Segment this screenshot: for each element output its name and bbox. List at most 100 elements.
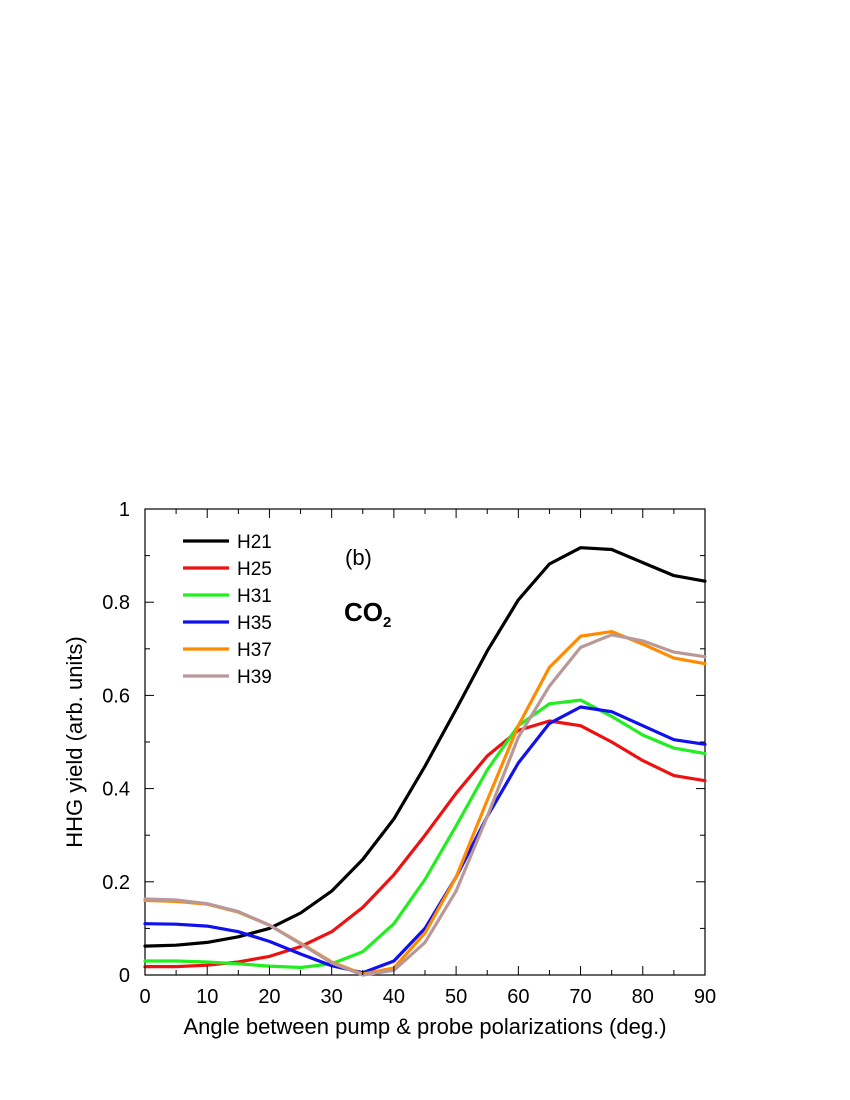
- data-point-h31: [704, 752, 706, 755]
- data-point-h31: [144, 960, 146, 962]
- y-tick-label: 0.2: [102, 872, 130, 894]
- data-point-h35: [144, 922, 146, 925]
- data-point-h37: [517, 724, 520, 727]
- data-point-h25: [175, 965, 177, 968]
- x-tick-label: 60: [507, 986, 529, 1008]
- data-point-h21: [579, 546, 582, 549]
- data-point-h39: [268, 924, 271, 926]
- series-h37: [143, 629, 707, 976]
- legend-label-h21: H21: [237, 532, 272, 553]
- data-point-h25: [642, 759, 644, 762]
- y-tick-label: 0.4: [102, 779, 130, 801]
- y-tick-label: 0.8: [102, 592, 130, 614]
- data-point-h39: [642, 640, 644, 642]
- x-axis-title: Angle between pump & probe polarizations…: [183, 1014, 666, 1039]
- data-point-h39: [424, 941, 426, 944]
- data-point-h37: [548, 666, 551, 669]
- data-point-h21: [610, 548, 613, 551]
- x-tick-label: 70: [569, 986, 591, 1008]
- data-point-h35: [642, 724, 644, 727]
- data-point-h21: [268, 927, 271, 930]
- data-point-h31: [206, 961, 208, 963]
- data-point-h31: [642, 734, 644, 736]
- data-point-h21: [206, 941, 208, 944]
- data-point-h21: [548, 563, 551, 565]
- data-point-h31: [362, 950, 364, 953]
- x-tick-label: 30: [321, 986, 343, 1008]
- data-point-h35: [393, 960, 395, 962]
- data-point-h31: [393, 922, 395, 925]
- data-point-h25: [268, 955, 271, 958]
- data-point-h39: [175, 899, 177, 901]
- data-point-h25: [610, 741, 613, 743]
- data-point-h39: [704, 655, 706, 658]
- plot-area: [144, 508, 706, 976]
- axis-ticks: 0 10 20 30 40 50 60 70 80 90 0 0.2 0.4 0.6 0.8 1: [102, 499, 716, 1008]
- data-point-h31: [299, 966, 302, 969]
- series-line-h39: [143, 633, 707, 977]
- data-point-h25: [393, 874, 395, 876]
- data-point-h25: [486, 755, 489, 757]
- legend-label-h37: H37: [237, 640, 272, 661]
- data-point-h25: [424, 834, 426, 836]
- data-point-h37: [610, 630, 613, 633]
- series-line-h37: [143, 629, 707, 976]
- data-point-h39: [237, 910, 240, 913]
- data-point-h35: [517, 762, 520, 764]
- data-point-h25: [455, 792, 457, 795]
- data-point-h37: [704, 662, 706, 665]
- series-h35: [143, 705, 707, 975]
- data-point-h25: [704, 779, 706, 782]
- data-point-h37: [486, 799, 489, 802]
- data-point-h21: [299, 912, 302, 914]
- data-point-h21: [455, 708, 457, 711]
- data-point-h39: [455, 890, 457, 892]
- molecule-subscript: 2: [383, 614, 391, 631]
- data-point-h31: [579, 699, 582, 701]
- legend-label-h25: H25: [237, 559, 272, 580]
- data-point-h21: [424, 765, 426, 767]
- data-point-h39: [673, 651, 675, 653]
- data-point-h39: [486, 815, 489, 818]
- panel-label: (b): [345, 545, 372, 570]
- legend-label-h31: H31: [237, 586, 272, 607]
- series-h25: [143, 719, 707, 969]
- data-point-h21: [175, 944, 177, 946]
- x-tick-label: 0: [139, 986, 150, 1008]
- data-point-h31: [486, 769, 489, 771]
- data-point-h35: [610, 710, 613, 713]
- y-tick-label: 0: [119, 965, 130, 987]
- data-point-h39: [517, 736, 520, 739]
- data-point-h35: [424, 927, 426, 930]
- y-axis-title: HHG yield (arb. units): [62, 636, 87, 848]
- x-tick-label: 20: [258, 986, 280, 1008]
- data-point-h35: [299, 953, 302, 955]
- series-h21: [143, 546, 707, 948]
- x-tick-label: 80: [632, 986, 654, 1008]
- data-point-h31: [424, 878, 426, 881]
- series-lines: [143, 546, 707, 977]
- data-point-h25: [299, 945, 302, 948]
- data-point-h25: [673, 774, 675, 777]
- data-point-h25: [362, 906, 364, 909]
- data-point-h39: [548, 685, 551, 687]
- data-point-h25: [206, 964, 208, 966]
- data-point-h21: [642, 561, 644, 564]
- x-tick-label: 10: [196, 986, 218, 1008]
- data-point-h31: [673, 747, 675, 749]
- data-point-h35: [704, 743, 706, 746]
- molecule-base: CO: [344, 597, 383, 627]
- plot-border: [144, 508, 706, 976]
- data-point-h25: [579, 724, 582, 727]
- data-point-h21: [393, 818, 395, 820]
- data-point-h21: [330, 890, 333, 892]
- data-point-h35: [548, 722, 551, 725]
- data-point-h31: [548, 703, 551, 705]
- legend-label-h39: H39: [237, 667, 272, 688]
- data-point-h31: [175, 960, 177, 962]
- molecule-label: CO2: [344, 597, 391, 631]
- data-point-h39: [610, 634, 613, 636]
- legend-label-h35: H35: [237, 613, 272, 634]
- data-point-h39: [144, 898, 146, 900]
